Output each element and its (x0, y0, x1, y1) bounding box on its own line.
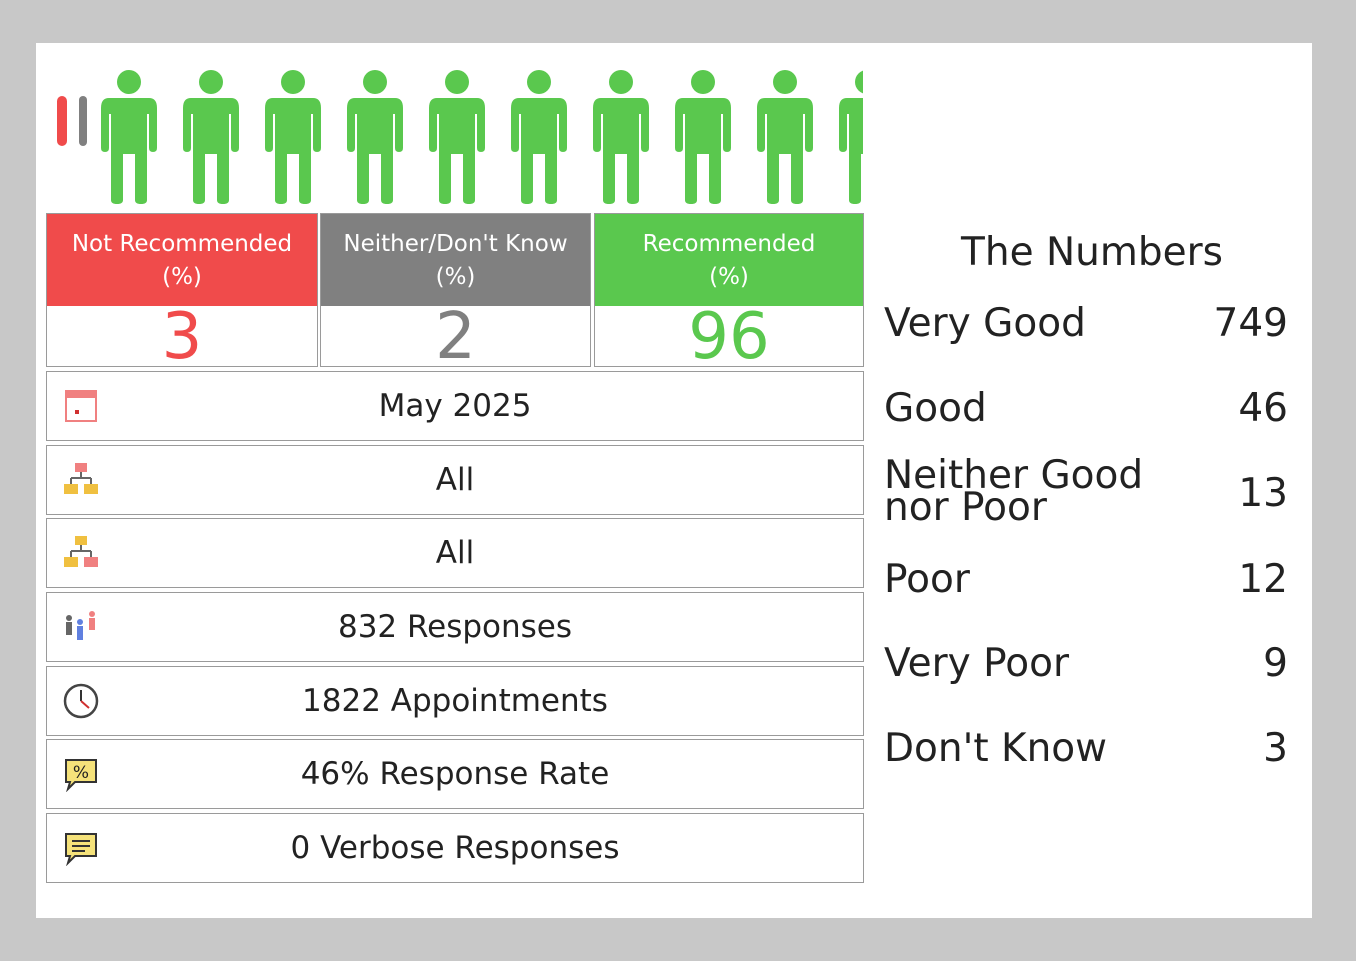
numbers-item-label: Neither Good nor Poor (884, 453, 1144, 530)
card-not-recommended: Not Recommended (%) 3 (46, 213, 318, 374)
card-neither: Neither/Don't Know (%) 2 (320, 213, 591, 374)
card-value: 96 (688, 300, 770, 374)
person-grey-icon (79, 96, 87, 146)
person-green-icon (757, 70, 813, 204)
numbers-item-value: 3 (1263, 726, 1288, 771)
calendar-icon (65, 390, 97, 422)
row-date[interactable]: May 2025 (46, 371, 864, 441)
numbers-item-good: Good 46 (884, 389, 1288, 439)
numbers-item-label-line1: Neither Good (884, 453, 1144, 498)
card-heading-line2: (%) (709, 264, 749, 290)
numbers-title: The Numbers (961, 230, 1223, 275)
row-label: All (435, 462, 475, 498)
numbers-item-label: Good (884, 386, 987, 431)
row-label: May 2025 (378, 388, 532, 424)
row-label: 0 Verbose Responses (290, 830, 620, 866)
card-recommended: Recommended (%) 96 (594, 213, 864, 374)
card-heading-line1: Not Recommended (71, 231, 293, 257)
card-heading: Recommended (%) (595, 214, 863, 306)
hierarchy-icon (64, 463, 98, 494)
row-appointments[interactable]: 1822 Appointments (46, 666, 864, 736)
numbers-item-dont-know: Don't Know 3 (884, 729, 1288, 779)
svg-text:%: % (73, 763, 89, 783)
numbers-item-label: Very Poor (884, 641, 1070, 686)
row-hierarchy-1[interactable]: All (46, 445, 864, 515)
card-value: 3 (161, 300, 203, 374)
card-heading-line1: Recommended (642, 231, 816, 257)
row-label: 832 Responses (337, 609, 573, 645)
person-green-icon (347, 70, 403, 204)
row-response-rate[interactable]: % 46% Response Rate (46, 739, 864, 809)
card-heading-line2: (%) (162, 264, 202, 290)
card-value: 2 (435, 300, 476, 374)
person-green-icon (675, 70, 731, 204)
person-green-icon (839, 70, 863, 204)
row-label: All (435, 535, 475, 571)
clock-icon (63, 683, 99, 719)
numbers-item-label: Don't Know (884, 726, 1108, 771)
numbers-item-label: Poor (884, 557, 970, 602)
person-green-icon (429, 70, 485, 204)
people-strip (55, 68, 863, 208)
card-heading-line2: (%) (435, 264, 476, 290)
numbers-item-value: 12 (1238, 557, 1288, 602)
person-green-icon (593, 70, 649, 204)
numbers-item-very-poor: Very Poor 9 (884, 644, 1288, 694)
row-label: 46% Response Rate (300, 756, 610, 792)
numbers-item-label-line2: nor Poor (884, 485, 1047, 530)
card-heading-line1: Neither/Don't Know (343, 231, 568, 257)
person-green-icon (101, 70, 157, 204)
numbers-item-value: 13 (1238, 471, 1288, 516)
row-verbose-responses[interactable]: 0 Verbose Responses (46, 813, 864, 883)
comment-icon (65, 833, 97, 866)
hierarchy-icon (64, 536, 98, 567)
person-green-icon (183, 70, 239, 204)
card-heading: Not Recommended (%) (47, 214, 317, 306)
numbers-item-value: 749 (1213, 301, 1288, 346)
card-heading: Neither/Don't Know (%) (321, 214, 590, 306)
numbers-item-value: 46 (1238, 386, 1288, 431)
numbers-item-very-good: Very Good 749 (884, 304, 1288, 354)
numbers-item-poor: Poor 12 (884, 560, 1288, 610)
row-hierarchy-2[interactable]: All (46, 518, 864, 588)
person-green-icon (265, 70, 321, 204)
numbers-item-neither: Neither Good nor Poor 13 (884, 453, 1288, 538)
row-responses[interactable]: 832 Responses (46, 592, 864, 662)
person-green-icon (511, 70, 567, 204)
numbers-item-value: 9 (1263, 641, 1288, 686)
numbers-item-label: Very Good (884, 301, 1086, 346)
person-red-icon (57, 96, 67, 146)
people-group-icon (66, 611, 95, 640)
percent-speech-icon: % (65, 759, 97, 792)
row-label: 1822 Appointments (302, 683, 608, 719)
